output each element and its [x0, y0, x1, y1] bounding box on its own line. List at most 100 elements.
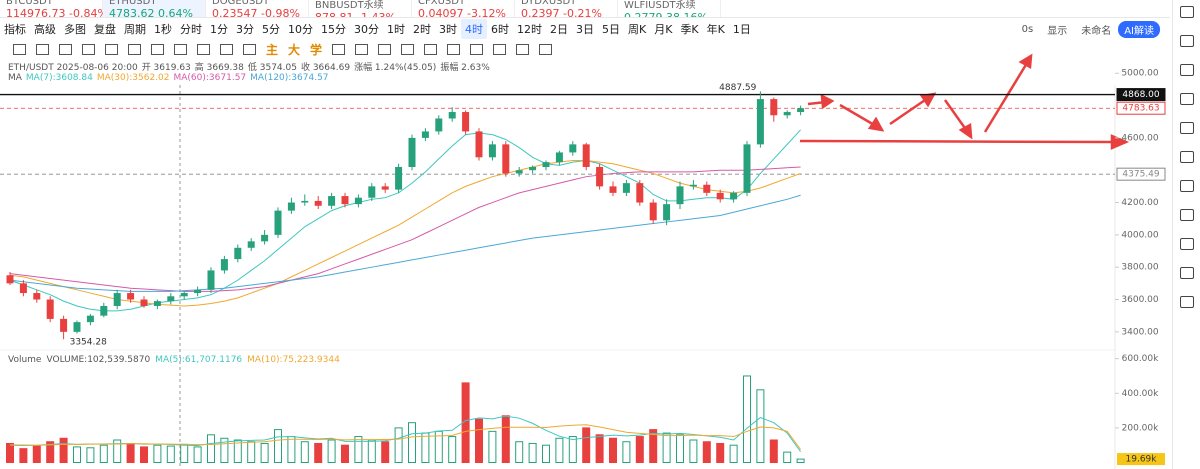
draw-tool-icon[interactable] [82, 43, 95, 55]
toolbar-button[interactable]: 高级 [34, 23, 56, 36]
draw-tool-icon[interactable] [516, 43, 530, 55]
ticker-symbol: DYDXUSDT [521, 0, 577, 7]
period-button[interactable]: 10分 [288, 23, 313, 36]
period-button[interactable]: 1秒 [154, 23, 172, 36]
draw-tool[interactable]: 学 [310, 42, 323, 57]
period-button[interactable]: 30分 [354, 23, 379, 36]
draw-tool-icon[interactable] [197, 43, 210, 55]
draw-tool[interactable]: 大 [288, 42, 301, 57]
candle-body [220, 259, 228, 271]
toolbar-right-item[interactable]: 0s [1021, 23, 1034, 35]
draw-tool-icon[interactable] [13, 43, 26, 55]
toolbar-button[interactable]: 指标 [4, 23, 26, 36]
toolbar-right-item[interactable]: 未命名 [1081, 25, 1112, 37]
volume-bar [193, 446, 202, 463]
ticker-tab[interactable]: CFXUSDT 0.04097 -3.12% [412, 0, 515, 17]
price-tag-label: 4375.49 [1122, 170, 1159, 180]
volume-bar [287, 436, 296, 463]
volume-bar [6, 442, 14, 464]
period-button[interactable]: 1分 [210, 23, 228, 36]
draw-tool-icon[interactable] [128, 43, 141, 55]
ohlc-field: 高 3669.38 [194, 63, 244, 73]
volume-bar [233, 439, 242, 463]
candle-body [502, 144, 510, 174]
candle-body [649, 202, 657, 221]
volume-bar [635, 436, 644, 463]
draw-tool-icon[interactable] [220, 43, 233, 55]
draw-tool-icon[interactable] [355, 43, 369, 55]
volume-bars: 19.69k [6, 375, 1165, 466]
ticker-tab[interactable]: BTCUSDT 114976.73 -0.84% [0, 0, 108, 17]
volume-bar [180, 443, 189, 464]
period-button[interactable]: 5日 [602, 23, 620, 36]
draw-tool-icon[interactable] [493, 43, 507, 55]
draw-tool-icon[interactable] [105, 43, 118, 55]
period-button[interactable]: 月K [654, 23, 673, 36]
draw-tool-icon[interactable] [36, 43, 49, 55]
candle-body [488, 144, 496, 158]
toolbar-button[interactable]: 复盘 [94, 23, 116, 36]
period-button[interactable]: 15分 [321, 23, 346, 36]
period-button[interactable]: 2日 [550, 23, 568, 36]
period-button[interactable]: 4时 [461, 19, 487, 39]
toolbar-right-item[interactable]: 显示 [1047, 25, 1068, 37]
period-button[interactable]: 周K [628, 23, 647, 36]
period-button[interactable]: 5分 [262, 23, 280, 36]
ma-line [9, 129, 801, 312]
draw-tool-icon[interactable] [174, 43, 187, 55]
ticker-tab[interactable]: DOGEUSDT 0.23547 -0.98% [206, 0, 309, 17]
candle-body [756, 99, 764, 145]
draw-tool-icon[interactable] [243, 43, 256, 55]
ticker-tab[interactable]: WLFIUSDT永续 0.2779 38.16% [618, 0, 721, 17]
draw-tool[interactable]: 主 [266, 42, 279, 57]
ticker-tab[interactable]: ETHUSDT 4783.62 0.64% [103, 0, 206, 17]
period-button[interactable]: 3日 [576, 23, 594, 36]
candle-body [167, 296, 175, 302]
ohlc-info: ETH/USDT 2025-08-06 20:00 开 3619.63 高 3669… [8, 60, 494, 73]
low-label: 3354.28 [70, 338, 107, 348]
draw-tool-icon[interactable] [447, 43, 461, 55]
symbol-time: ETH/USDT 2025-08-06 20:00 [8, 63, 138, 73]
toolbar-button[interactable]: 多图 [64, 23, 86, 36]
draw-tool-icon[interactable] [378, 43, 392, 55]
toolbar-button[interactable]: 周期 [124, 23, 146, 36]
ticker-tab[interactable]: BNBUSDT永续 878.81 -1.43% [309, 0, 412, 17]
period-button[interactable]: 3分 [236, 23, 254, 36]
hand-drawn-arrows [799, 53, 1130, 150]
candle-body [60, 318, 68, 332]
toolbar: 指标 高级 多图 复盘 周期 1秒 分时 1分 3分 5分 10分 15分 30分 1时 2时 3时 4时 6时 1… [0, 19, 1170, 39]
period-button[interactable]: 年K [706, 23, 725, 36]
volume-bar [327, 439, 336, 463]
volume-bar [542, 444, 550, 464]
candle-body [515, 170, 523, 174]
draw-tool-icon[interactable] [470, 43, 484, 55]
ma-lines [9, 129, 801, 312]
candle-body [703, 184, 711, 193]
period-button[interactable]: 季K [680, 23, 699, 36]
volume-bar [153, 444, 162, 464]
draw-tool-icon[interactable] [539, 43, 553, 55]
period-button[interactable]: 2时 [413, 23, 431, 36]
draw-tool-icon[interactable] [424, 43, 438, 55]
period-button[interactable]: 6时 [491, 23, 509, 36]
volume-tag-label: 19.69k [1126, 455, 1158, 465]
candle-body [153, 301, 161, 306]
period-button[interactable]: 12时 [517, 23, 542, 36]
volume-bar [381, 441, 390, 464]
volume-bar [743, 375, 751, 464]
draw-tool-icon[interactable] [332, 43, 346, 55]
volume-bar [300, 441, 309, 464]
draw-tool-icon[interactable] [401, 43, 415, 55]
period-button[interactable]: 3时 [439, 23, 457, 36]
period-button[interactable]: 1日 [732, 23, 751, 36]
volume-bar [702, 441, 711, 464]
volume-bar [568, 436, 577, 463]
period-button[interactable]: 分时 [180, 23, 202, 36]
candle-body [529, 166, 537, 171]
ticker-tab[interactable]: DYDXUSDT 0.2397 -0.21% [515, 0, 618, 17]
period-button[interactable]: 1时 [387, 23, 405, 36]
candle-body [354, 197, 362, 205]
draw-tool-icon[interactable] [151, 43, 164, 55]
toolbar-right-item[interactable]: AI解读 [1118, 20, 1160, 38]
draw-tool-icon[interactable] [59, 43, 72, 55]
